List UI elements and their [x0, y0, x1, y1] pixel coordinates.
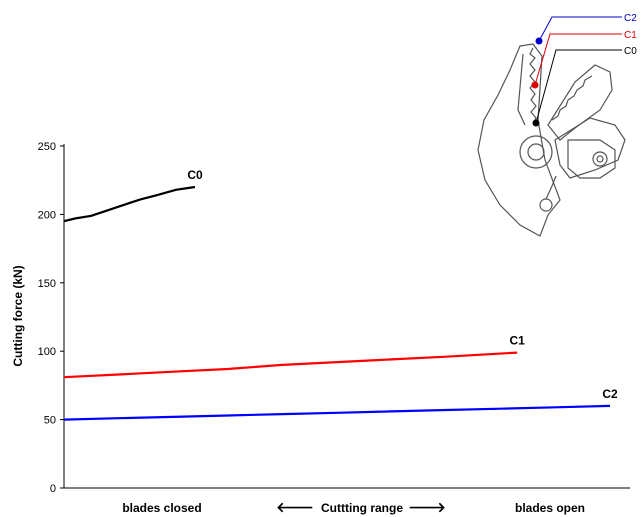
lower-blade-outline [554, 117, 626, 179]
inset-point-c0 [532, 119, 540, 127]
left-jaw-outline [477, 43, 561, 237]
shear-head-illustration [477, 43, 626, 237]
left-arrow-icon: 🡐 [276, 499, 314, 515]
lever-hole-inner [596, 155, 604, 163]
x-label-blades-open: blades open [515, 501, 585, 515]
right-arrow-icon: 🡒 [408, 499, 446, 515]
inset-leader-c0 [535, 49, 622, 124]
series-line-c1 [63, 351, 518, 379]
y-tick-label: 250 [38, 141, 56, 153]
y-ticks: 0 50 100 150 200 250 [38, 141, 64, 495]
inset-label-c0: C0 [624, 46, 637, 57]
inset-leaders: C2 C1 C0 [531, 13, 637, 127]
inset-label-c1: C1 [624, 30, 637, 41]
series-line-c0 [63, 185, 196, 223]
upper-blade-serration [551, 75, 593, 121]
y-tick-label: 0 [50, 483, 56, 495]
series-labels: C0 C1 C2 [187, 168, 618, 401]
upper-blade-outline [547, 64, 613, 141]
y-axis-label: Cutting force (kN) [11, 265, 25, 366]
series-lines [63, 185, 611, 421]
lever-outline [567, 139, 616, 179]
y-tick-label: 200 [38, 209, 56, 221]
series-line-c2 [63, 404, 611, 421]
inset-point-c2 [535, 37, 543, 45]
inset-leader-c2 [538, 16, 622, 42]
y-tick-label: 150 [38, 278, 56, 290]
series-label-c1: C1 [510, 334, 526, 348]
series-label-c2: C2 [602, 387, 618, 401]
spring-leg [545, 175, 557, 200]
pivot-outer [519, 135, 553, 169]
inset-point-c1 [531, 81, 539, 89]
left-jaw-inner [517, 53, 526, 126]
spring-loop [539, 198, 553, 212]
inset-label-c2: C2 [624, 13, 637, 24]
x-label-cutting-range: Cuttting range [321, 501, 403, 515]
y-tick-label: 50 [44, 415, 56, 427]
inset-leader-c1 [534, 33, 622, 86]
x-label-blades-closed: blades closed [122, 501, 201, 515]
y-tick-label: 100 [38, 346, 56, 358]
pivot-inner [527, 143, 545, 161]
series-label-c0: C0 [187, 168, 203, 182]
lever-hole [592, 151, 608, 167]
